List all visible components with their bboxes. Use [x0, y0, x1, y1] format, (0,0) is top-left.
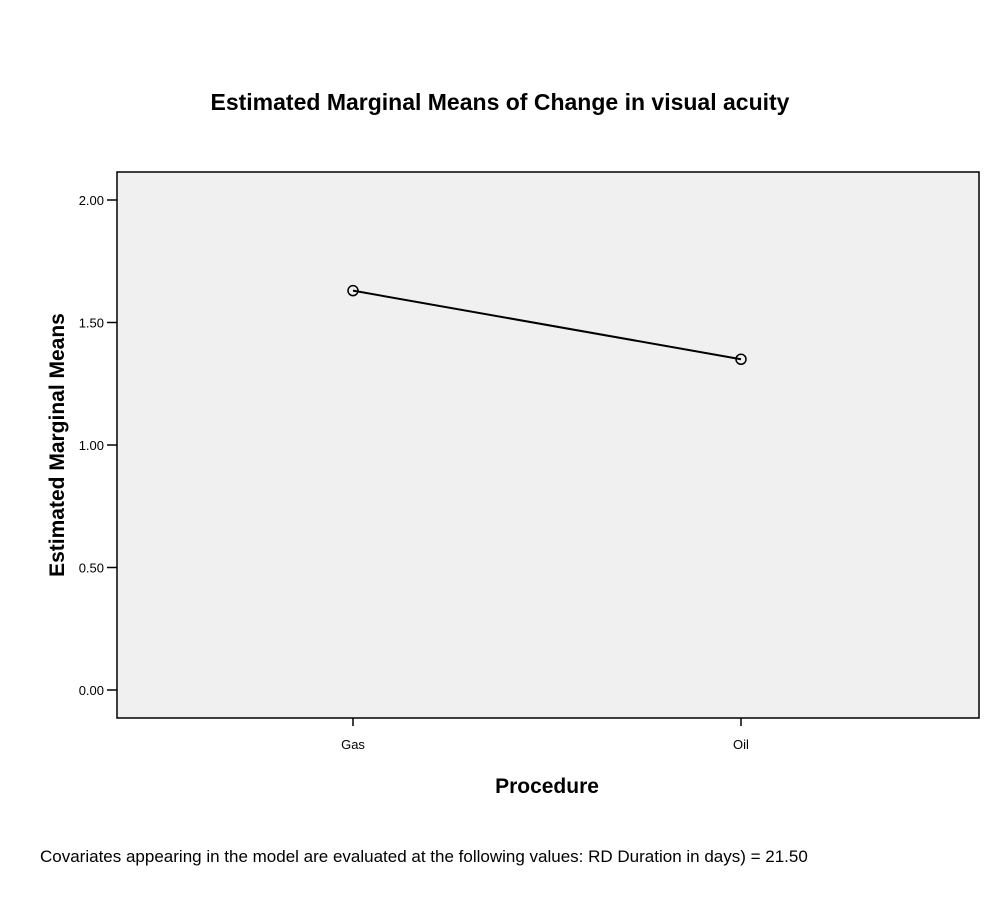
y-tick-label: 1.50 — [79, 316, 104, 331]
x-tick-label: Gas — [341, 737, 365, 752]
y-axis-title: Estimated Marginal Means — [46, 313, 69, 577]
y-tick-label: 0.50 — [79, 561, 104, 576]
series-line — [352, 289, 742, 361]
covariates-footnote: Covariates appearing in the model are ev… — [40, 847, 808, 866]
series-layer — [347, 284, 747, 365]
plot-area — [116, 171, 980, 719]
y-axis-ticks: 0.00 0.50 1.00 1.50 2.00 — [79, 193, 117, 698]
x-axis-title: Procedure — [495, 775, 599, 798]
y-tick-label: 0.00 — [79, 683, 104, 698]
data-point-gas — [347, 284, 359, 297]
x-tick-label: Oil — [733, 737, 749, 752]
y-tick-label: 2.00 — [79, 193, 104, 208]
data-point-oil — [735, 353, 747, 365]
y-tick-label: 1.00 — [79, 438, 104, 453]
chart-title: Estimated Marginal Means of Change in vi… — [211, 89, 790, 115]
x-axis-ticks: Gas Oil — [341, 718, 749, 752]
